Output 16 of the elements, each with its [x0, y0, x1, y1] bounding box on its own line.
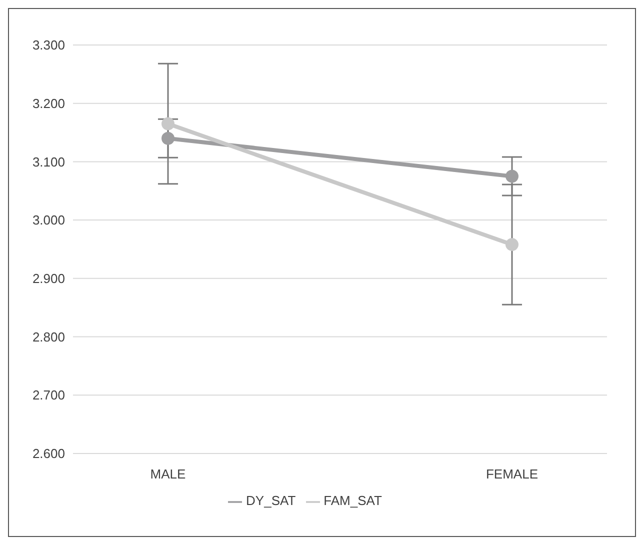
y-tick-label: 2.600 — [32, 446, 65, 462]
legend-label: FAM_SAT — [324, 493, 382, 508]
y-tick-label: 3.300 — [32, 38, 65, 53]
point — [162, 132, 174, 145]
point — [162, 117, 174, 130]
y-tick-label: 2.700 — [32, 388, 65, 403]
y-tick-label: 3.100 — [32, 154, 65, 170]
legend-label: DY_SAT — [246, 493, 296, 508]
y-tick-label: 2.800 — [32, 329, 65, 344]
y-tick-label: 3.200 — [32, 96, 65, 111]
y-tick-label: 3.000 — [32, 212, 65, 228]
x-tick-label: MALE — [150, 466, 186, 482]
point — [506, 170, 518, 183]
y-tick-label: 2.900 — [32, 271, 65, 286]
x-tick-label: FEMALE — [486, 466, 538, 482]
point — [506, 238, 518, 252]
